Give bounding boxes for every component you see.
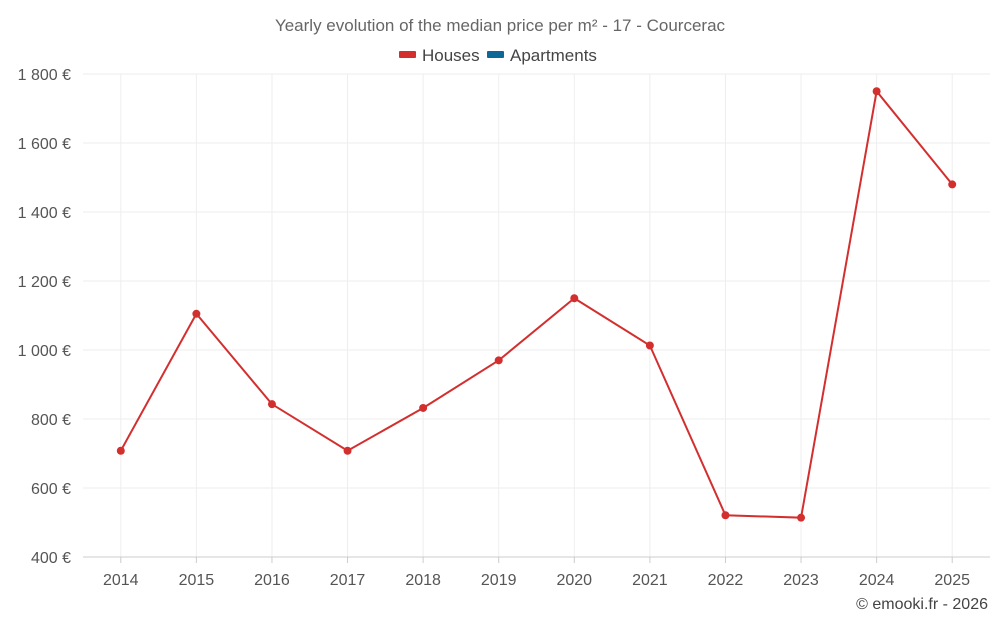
x-tick-label: 2025 <box>934 572 970 589</box>
x-tick-label: 2022 <box>708 572 744 589</box>
y-tick-label: 1 200 € <box>18 274 71 291</box>
y-axis: 400 € 600 € 800 € 1 000 € 1 200 € 1 400 € 1 60… <box>18 67 71 567</box>
data-point[interactable] <box>192 309 201 318</box>
x-tick-label: 2020 <box>556 572 592 589</box>
data-point[interactable] <box>872 87 881 96</box>
data-point[interactable] <box>948 180 957 189</box>
x-tick-label: 2019 <box>481 572 517 589</box>
x-tick-label: 2017 <box>330 572 366 589</box>
y-tick-label: 800 € <box>31 412 71 429</box>
data-point[interactable] <box>721 511 730 520</box>
y-tick-label: 1 400 € <box>18 205 71 222</box>
x-tick-label: 2015 <box>179 572 215 589</box>
x-tick-label: 2014 <box>103 572 139 589</box>
legend-swatch <box>399 51 416 58</box>
data-point[interactable] <box>645 341 654 350</box>
series-group <box>116 87 957 522</box>
legend-swatch <box>487 51 504 58</box>
y-tick-label: 600 € <box>31 481 71 498</box>
data-point[interactable] <box>267 400 276 409</box>
legend-label: Houses <box>422 46 480 65</box>
data-point[interactable] <box>419 403 428 412</box>
y-tick-label: 1 600 € <box>18 136 71 153</box>
x-tick-label: 2021 <box>632 572 668 589</box>
data-point[interactable] <box>570 294 579 303</box>
data-point[interactable] <box>494 356 503 365</box>
y-tick-label: 400 € <box>31 550 71 567</box>
data-point[interactable] <box>343 446 352 455</box>
series-line-houses <box>119 88 953 519</box>
chart-title: Yearly evolution of the median price per… <box>275 16 726 35</box>
y-tick-label: 1 800 € <box>18 67 71 84</box>
x-tick-label: 2023 <box>783 572 819 589</box>
y-tick-label: 1 000 € <box>18 343 71 360</box>
legend-item-houses[interactable]: Houses <box>399 46 480 65</box>
x-tick-label: 2024 <box>859 572 895 589</box>
x-tick-label: 2016 <box>254 572 290 589</box>
legend-item-apartments[interactable]: Apartments <box>487 46 597 65</box>
data-point[interactable] <box>116 446 125 455</box>
legend-label: Apartments <box>510 46 597 65</box>
legend: Houses Apartments <box>399 46 597 65</box>
credit-text: © emooki.fr - 2026 <box>856 596 988 613</box>
grid <box>83 73 990 557</box>
data-point[interactable] <box>797 513 806 522</box>
x-axis: 2014 2015 2016 2017 2018 2019 2020 2021 2022 2023… <box>83 556 990 589</box>
x-tick-label: 2018 <box>405 572 441 589</box>
